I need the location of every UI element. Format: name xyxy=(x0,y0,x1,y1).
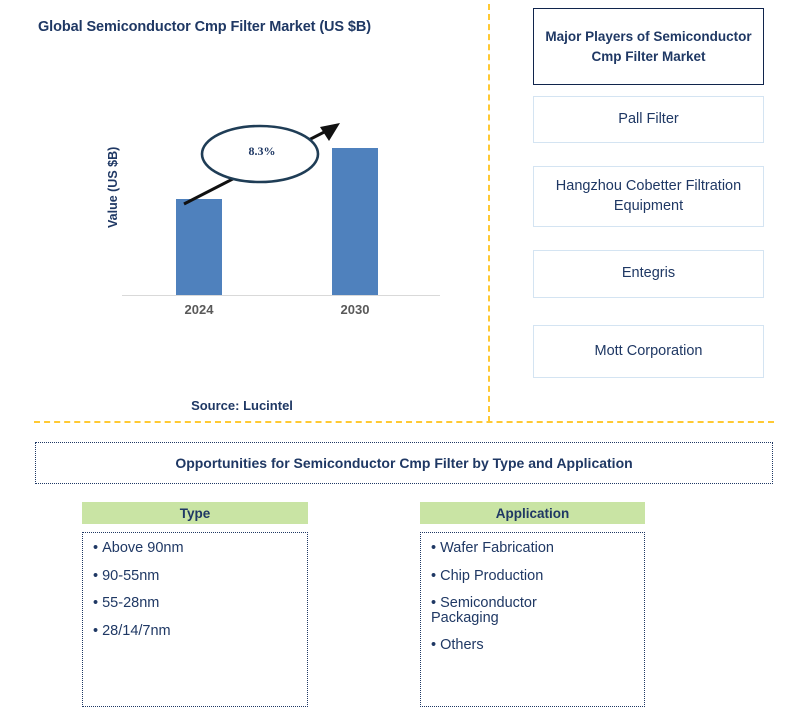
list-item: 55-28nm xyxy=(93,596,297,611)
application-column-header: Application xyxy=(420,502,645,524)
player-box-2[interactable]: Hangzhou Cobetter Filtration Equipment xyxy=(533,166,764,227)
player-box-3[interactable]: Entegris xyxy=(533,250,764,298)
chart-title: Global Semiconductor Cmp Filter Market (… xyxy=(38,19,371,35)
list-item: Wafer Fabrication xyxy=(431,541,634,556)
application-column-list: Wafer Fabrication Chip Production Semico… xyxy=(420,532,645,707)
growth-callout-icon xyxy=(183,123,340,206)
application-items: Wafer Fabrication Chip Production Semico… xyxy=(431,541,634,653)
bar-2024 xyxy=(176,199,222,296)
chart-baseline xyxy=(122,295,440,296)
list-item: 28/14/7nm xyxy=(93,623,297,639)
bar-2030 xyxy=(332,148,378,296)
list-item: 90-55nm xyxy=(93,568,297,584)
player-box-4[interactable]: Mott Corporation xyxy=(533,325,764,378)
type-items: Above 90nm 90-55nm 55-28nm 28/14/7nm xyxy=(93,541,297,638)
player-box-1[interactable]: Pall Filter xyxy=(533,96,764,143)
horizontal-divider xyxy=(34,421,774,423)
x-tick-2024: 2024 xyxy=(184,302,214,317)
major-players-title: Major Players of Semiconductor Cmp Filte… xyxy=(533,8,764,85)
x-tick-2030: 2030 xyxy=(340,302,370,317)
list-item: Semiconductor Packaging xyxy=(431,596,634,625)
source-label: Source: Lucintel xyxy=(191,398,293,413)
list-item: Above 90nm xyxy=(93,541,297,556)
list-item: Others xyxy=(431,638,634,653)
chart-plot-area xyxy=(122,110,440,296)
list-item: Chip Production xyxy=(431,568,634,584)
y-axis-label: Value (US $B) xyxy=(106,146,120,228)
cagr-label: 8.3% xyxy=(248,144,276,158)
type-column-header: Type xyxy=(82,502,308,524)
vertical-divider xyxy=(488,4,490,422)
type-column-list: Above 90nm 90-55nm 55-28nm 28/14/7nm xyxy=(82,532,308,707)
opportunities-heading: Opportunities for Semiconductor Cmp Filt… xyxy=(35,442,773,484)
